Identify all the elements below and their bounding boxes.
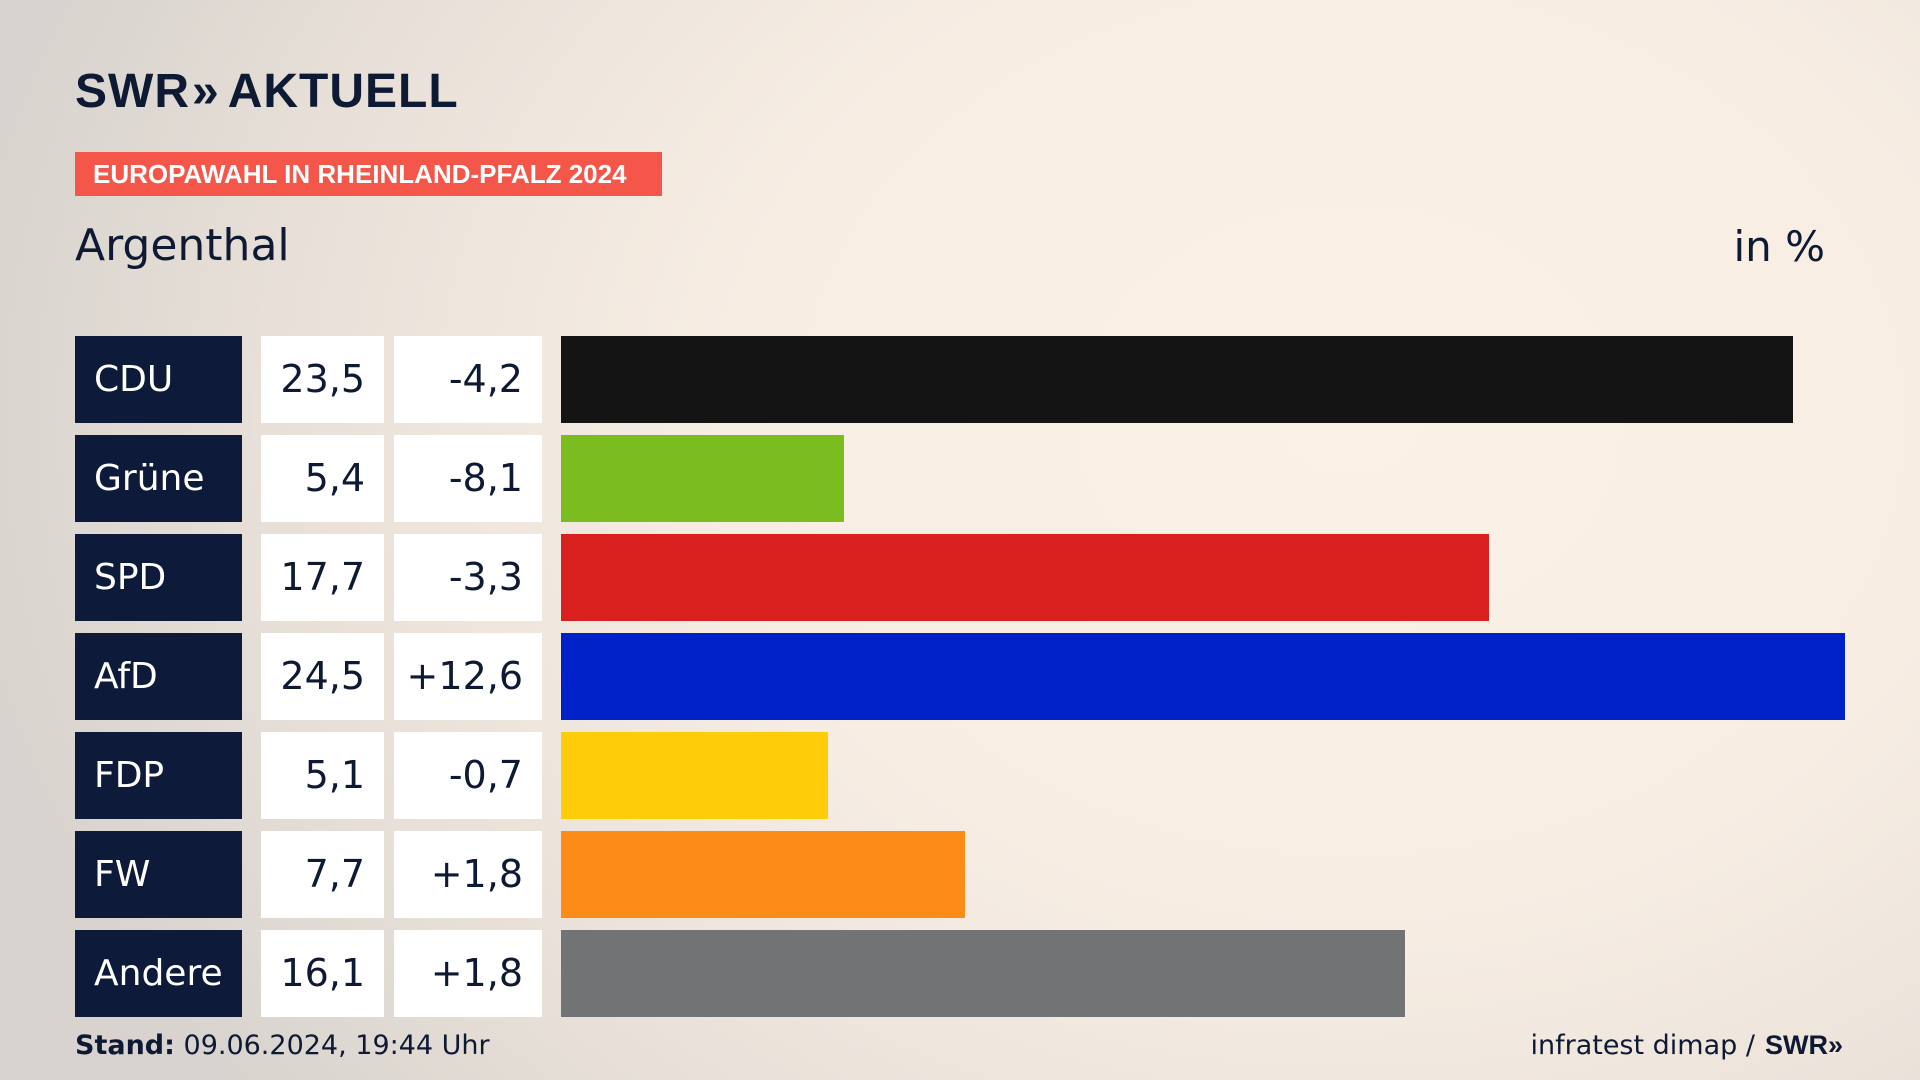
result-bar (561, 336, 1793, 423)
vote-share-value: 16,1 (261, 930, 384, 1017)
change-value: +1,8 (394, 930, 542, 1017)
vote-share-value: 5,1 (261, 732, 384, 819)
party-label: FW (75, 831, 242, 918)
election-banner: EUROPAWAHL IN RHEINLAND-PFALZ 2024 (75, 152, 662, 196)
result-bar (561, 633, 1845, 720)
result-row: FW 7,7 +1,8 (75, 831, 1845, 918)
result-bar (561, 831, 965, 918)
vote-share-value: 17,7 (261, 534, 384, 621)
stand-value: 09.06.2024, 19:44 Uhr (183, 1030, 490, 1061)
source-credit: infratest dimap / SWR» (1530, 1030, 1843, 1061)
change-value: +1,8 (394, 831, 542, 918)
party-label: Andere (75, 930, 242, 1017)
swr-aktuell-logo: SWR » AKTUELL (75, 64, 459, 118)
unit-label: in % (1733, 222, 1825, 271)
change-value: -0,7 (394, 732, 542, 819)
result-bar (561, 534, 1489, 621)
result-row: AfD 24,5 +12,6 (75, 633, 1845, 720)
change-value: -3,3 (394, 534, 542, 621)
vote-share-value: 7,7 (261, 831, 384, 918)
logo-chevron-icon: » (191, 64, 220, 118)
vote-share-value: 5,4 (261, 435, 384, 522)
vote-share-value: 24,5 (261, 633, 384, 720)
result-row: Grüne 5,4 -8,1 (75, 435, 1845, 522)
timestamp: Stand: 09.06.2024, 19:44 Uhr (75, 1030, 490, 1061)
party-label: CDU (75, 336, 242, 423)
result-bar (561, 732, 828, 819)
result-row: Andere 16,1 +1,8 (75, 930, 1845, 1017)
party-label: SPD (75, 534, 242, 621)
result-row: CDU 23,5 -4,2 (75, 336, 1845, 423)
vote-share-value: 23,5 (261, 336, 384, 423)
result-bar (561, 435, 844, 522)
place-title: Argenthal (75, 220, 290, 271)
result-bar (561, 930, 1405, 1017)
party-label: AfD (75, 633, 242, 720)
change-value: +12,6 (394, 633, 542, 720)
party-label: Grüne (75, 435, 242, 522)
change-value: -4,2 (394, 336, 542, 423)
change-value: -8,1 (394, 435, 542, 522)
source-text: infratest dimap / (1530, 1030, 1755, 1061)
logo-swr-text: SWR (75, 64, 190, 118)
party-label: FDP (75, 732, 242, 819)
source-swr-logo: SWR» (1764, 1030, 1843, 1060)
stand-label: Stand: (75, 1030, 175, 1061)
result-row: SPD 17,7 -3,3 (75, 534, 1845, 621)
result-row: FDP 5,1 -0,7 (75, 732, 1845, 819)
logo-aktuell-text: AKTUELL (227, 64, 459, 118)
